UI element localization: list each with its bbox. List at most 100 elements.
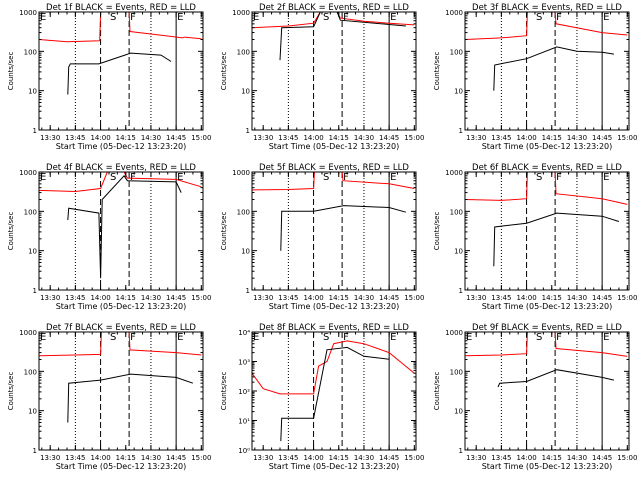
marker-lines (287, 12, 390, 130)
y-tick-label: 10 (28, 88, 37, 96)
x-tick-label: 14:15 (116, 454, 136, 462)
x-tick-label: 14:45 (592, 294, 612, 302)
x-tick-label: 15:00 (404, 454, 424, 462)
phase-label: S (536, 12, 542, 23)
x-axis-label: Start Time (05-Dec-12 13:23:20) (56, 302, 187, 311)
phase-label: F (556, 332, 562, 343)
marker-lines (74, 172, 177, 290)
events-series-line (497, 369, 615, 388)
marker-lines (287, 332, 390, 450)
x-tick-label: 14:30 (141, 454, 161, 462)
phase-label: S (110, 12, 116, 23)
x-axis-label: Start Time (05-Dec-12 13:23:20) (56, 462, 187, 471)
chart-title: Det 1f BLACK = Events, RED = LLD (46, 3, 196, 13)
x-tick-label: 13:45 (278, 134, 298, 142)
x-tick-label: 13:45 (65, 134, 85, 142)
x-tick-label: 13:30 (40, 454, 60, 462)
plot-frame (464, 331, 630, 451)
y-axis-label: Counts/sec (7, 52, 15, 91)
y-tick-label: 10¹ (238, 418, 250, 426)
phase-label: E (390, 332, 396, 343)
x-tick-label: 13:30 (466, 134, 486, 142)
x-tick-label: 13:45 (491, 454, 511, 462)
x-tick-label: 14:45 (166, 134, 186, 142)
y-axis-label: Counts/sec (220, 212, 228, 251)
chart-title: Det 7f BLACK = Events, RED = LLD (46, 323, 196, 333)
marker-lines (74, 12, 177, 130)
x-axis-label: Start Time (05-Dec-12 13:23:20) (269, 142, 400, 151)
x-tick-label: 13:30 (466, 294, 486, 302)
lld-series-line (252, 12, 415, 29)
events-series-line (280, 205, 407, 251)
x-tick-label: 14:00 (516, 454, 536, 462)
x-tick-label: 14:00 (303, 454, 323, 462)
x-tick-label: 15:00 (191, 294, 211, 302)
y-tick-label: 100 (24, 368, 37, 376)
lld-series-line (465, 332, 628, 357)
x-tick-label: 14:00 (516, 134, 536, 142)
chart-title: Det 3f BLACK = Events, RED = LLD (472, 3, 622, 13)
x-axis-label: Start Time (05-Dec-12 13:23:20) (482, 462, 613, 471)
phase-label: S (323, 172, 329, 183)
chart-title: Det 6f BLACK = Events, RED = LLD (472, 163, 622, 173)
phase-label: F (130, 172, 136, 183)
x-tick-label: 15:00 (617, 294, 637, 302)
x-tick-label: 14:15 (329, 294, 349, 302)
plot-frame (38, 11, 204, 131)
x-tick-label: 14:30 (141, 294, 161, 302)
x-tick-label: 13:45 (491, 134, 511, 142)
y-tick-label: 10⁴ (238, 329, 250, 337)
x-axis-label: Start Time (05-Dec-12 13:23:20) (269, 462, 400, 471)
phase-label: E (40, 172, 46, 183)
x-tick-label: 14:15 (329, 454, 349, 462)
events-series-line (279, 12, 406, 61)
x-tick-label: 14:45 (166, 454, 186, 462)
phase-label: F (343, 12, 349, 23)
x-tick-label: 13:45 (491, 294, 511, 302)
phase-label: E (40, 12, 46, 23)
x-tick-label: 14:45 (166, 294, 186, 302)
x-tick-label: 13:30 (40, 294, 60, 302)
phase-label: F (130, 332, 136, 343)
x-axis-label: Start Time (05-Dec-12 13:23:20) (482, 302, 613, 311)
x-tick-label: 14:45 (592, 454, 612, 462)
events-series-line (67, 174, 182, 279)
x-tick-label: 14:15 (116, 294, 136, 302)
y-axis-label: Counts/sec (7, 372, 15, 411)
y-tick-label: 100 (450, 48, 463, 56)
marker-lines (500, 332, 603, 450)
y-tick-label: 100 (24, 48, 37, 56)
phase-label: E (40, 332, 46, 343)
y-axis-label: Counts/sec (220, 372, 228, 411)
phase-label: E (390, 12, 396, 23)
phase-label: E (466, 332, 472, 343)
lld-series-line (39, 332, 202, 357)
y-tick-label: 1 (33, 287, 37, 295)
x-tick-label: 14:45 (379, 134, 399, 142)
x-tick-label: 14:30 (354, 294, 374, 302)
events-series-line (67, 52, 172, 95)
x-tick-label: 15:00 (404, 134, 424, 142)
lld-series-line (252, 172, 415, 191)
y-tick-label: 1000 (232, 169, 250, 177)
phase-label: E (603, 172, 609, 183)
x-tick-label: 14:45 (592, 134, 612, 142)
x-tick-label: 13:30 (253, 134, 273, 142)
x-tick-label: 14:00 (516, 294, 536, 302)
x-axis-label: Start Time (05-Dec-12 13:23:20) (56, 142, 187, 151)
y-tick-label: 1 (459, 127, 463, 135)
y-tick-label: 1 (459, 447, 463, 455)
x-tick-label: 14:00 (303, 134, 323, 142)
x-tick-label: 14:15 (542, 134, 562, 142)
y-tick-label: 10 (454, 408, 463, 416)
phase-label: F (556, 12, 562, 23)
y-tick-label: 10⁰ (238, 447, 250, 455)
phase-label: S (110, 172, 116, 183)
